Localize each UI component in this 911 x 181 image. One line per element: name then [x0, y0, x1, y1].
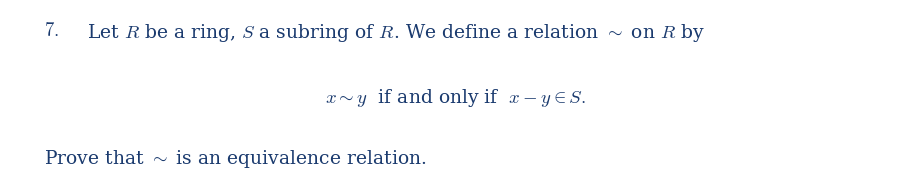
Text: Let $R$ be a ring, $S$ a subring of $R$. We define a relation $\sim$ on $R$ by: Let $R$ be a ring, $S$ a subring of $R$.…: [87, 22, 704, 44]
Text: $x \sim y$  if and only if  $x - y \in S.$: $x \sim y$ if and only if $x - y \in S.$: [325, 87, 586, 109]
Text: $\mathbf{7.}$: $\mathbf{7.}$: [44, 22, 58, 40]
Text: Prove that $\sim$ is an equivalence relation.: Prove that $\sim$ is an equivalence rela…: [44, 148, 426, 171]
